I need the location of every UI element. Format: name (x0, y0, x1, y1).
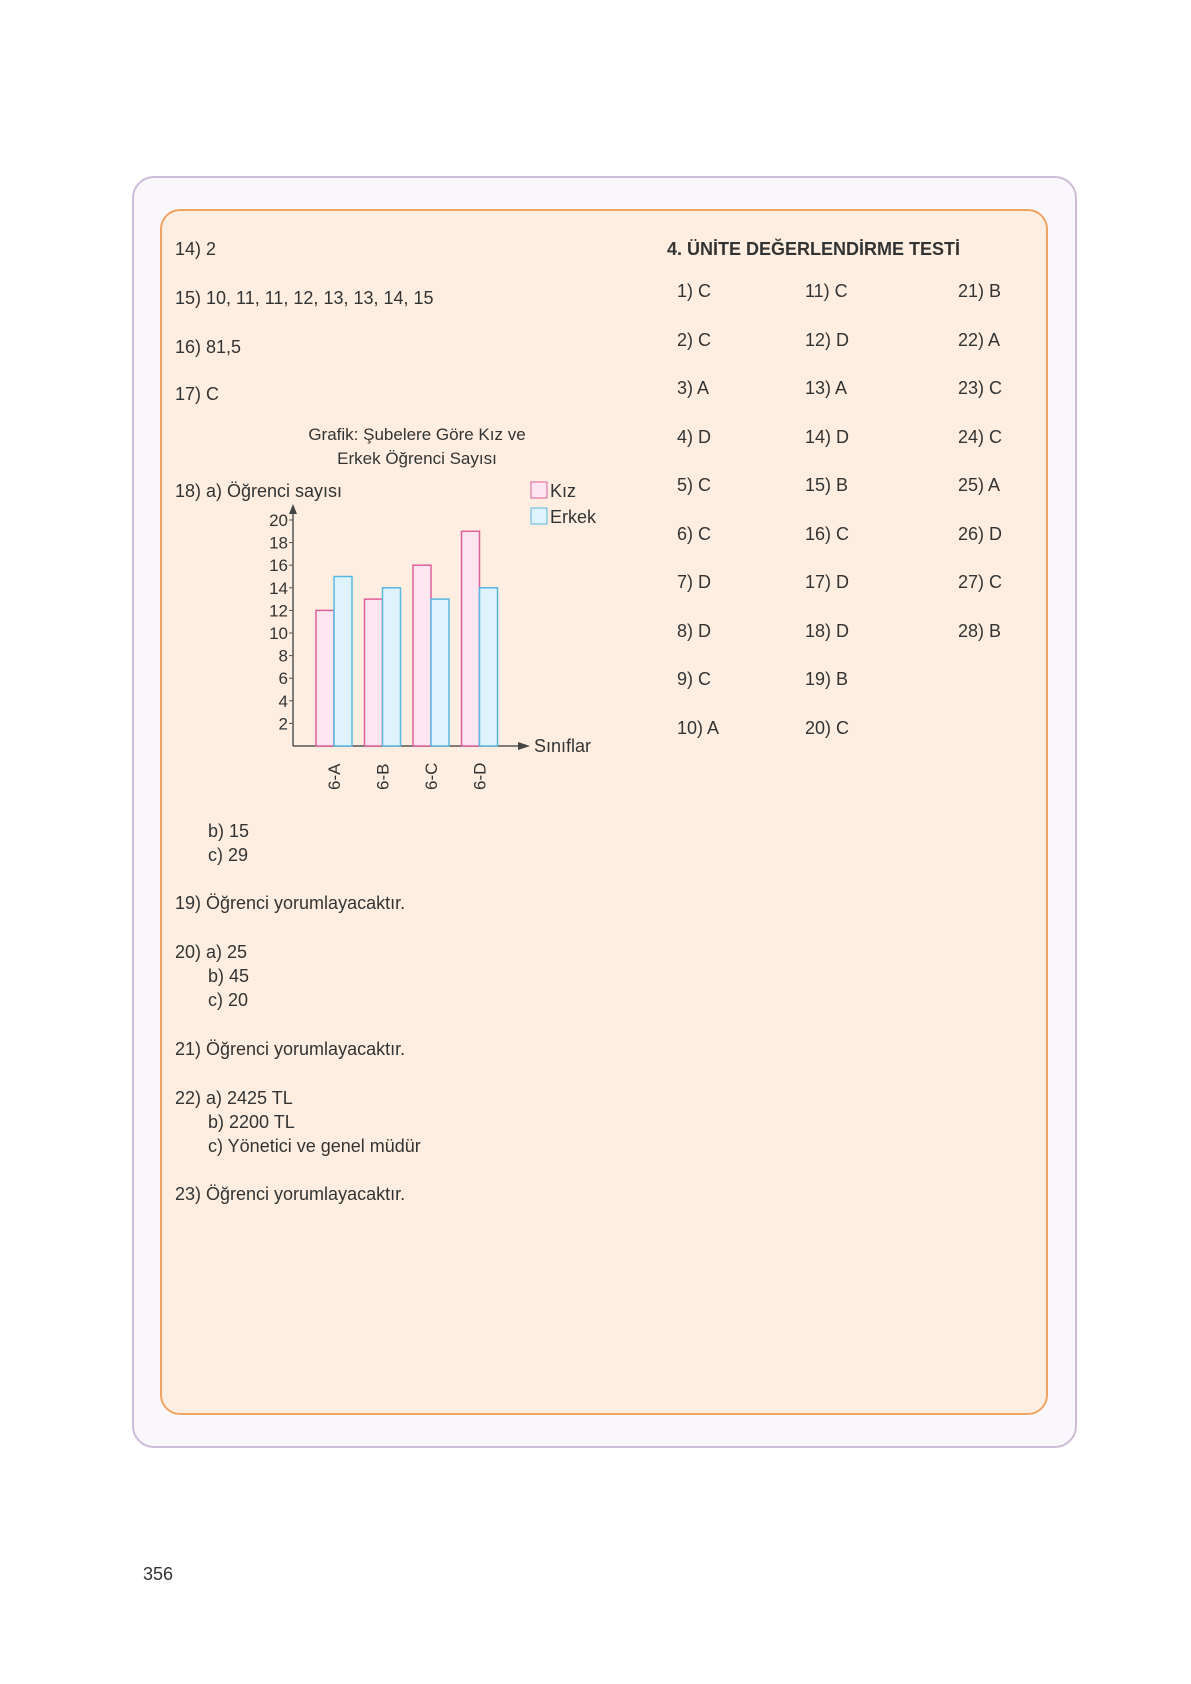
answer-key-item: 25) A (958, 475, 1001, 495)
answer-key-item: 9) C (677, 669, 712, 689)
answer-key-item: 14) D (805, 426, 850, 447)
bar-erkek-6-D (478, 587, 499, 747)
answer-20c: c) 20 (208, 990, 249, 1010)
answer-key-item: 6) C (677, 523, 712, 544)
answer-key-item: 2) C (677, 329, 712, 350)
answer-key-item: 20) C (805, 717, 850, 738)
answer-key-item: 23) C (958, 378, 1003, 398)
answer-key-item: 17) D (805, 572, 850, 592)
answer-14: 14) 2 (175, 239, 217, 259)
bar-erkek-6-A (333, 575, 353, 747)
answer-22b: b) 2200 TL (208, 1112, 295, 1132)
answer-18a: 18) a) Öğrenci sayısı (175, 481, 342, 501)
answer-22c: c) Yönetici ve genel müdür (208, 1136, 421, 1156)
x-tick-label: 6-C (422, 763, 441, 790)
x-tick-label: 6-B (374, 764, 393, 790)
answer-23: 23) Öğrenci yorumlayacaktır. (175, 1184, 406, 1204)
y-tick-label: 2 (279, 714, 288, 733)
x-axis-label: Sınıflar (534, 736, 591, 756)
chart-title-line1: Grafik: Şubelere Göre Kız ve (308, 425, 525, 444)
bar-chart: Grafik: Şubelere Göre Kız ve Erkek Öğren… (175, 425, 597, 790)
bar-erkek-6-B (381, 587, 402, 747)
answer-key-item: 1) C (677, 281, 712, 301)
bar-kız-6-D (460, 530, 481, 747)
answer-15: 15) 10, 11, 11, 12, 13, 13, 14, 15 (175, 288, 434, 308)
answer-key-item: 24) C (958, 426, 1003, 447)
chart-title-line2: Erkek Öğrenci Sayısı (337, 449, 497, 468)
answer-key-item: 11) C (805, 281, 848, 301)
answer-18b: b) 15 (208, 821, 250, 841)
legend-label-kiz: Kız (550, 481, 576, 501)
answer-key-item: 5) C (677, 475, 712, 495)
answer-key-item: 12) D (805, 329, 850, 350)
legend-label-erkek: Erkek (550, 507, 597, 527)
x-axis-arrow (518, 742, 530, 750)
y-tick-label: 20 (269, 511, 288, 530)
answer-key-item: 21) B (958, 281, 1002, 301)
y-tick-label: 8 (279, 647, 288, 666)
answer-key-item: 4) D (677, 426, 712, 447)
y-axis-arrow (289, 504, 297, 514)
y-tick-label: 6 (279, 669, 288, 688)
bar-kız-6-C (412, 564, 432, 747)
y-tick-label: 12 (269, 601, 288, 620)
y-tick-label: 4 (279, 692, 288, 711)
answer-22a: 22) a) 2425 TL (175, 1088, 293, 1108)
answer-20b: b) 45 (208, 966, 250, 986)
y-tick-label: 16 (269, 556, 288, 575)
answer-17: 17) C (175, 384, 220, 404)
answer-key-item: 10) A (677, 717, 720, 738)
answer-key-item: 19) B (805, 669, 849, 689)
answer-21: 21) Öğrenci yorumlayacaktır. (175, 1039, 406, 1059)
page-number: 356 (143, 1564, 174, 1584)
answer-16: 16) 81,5 (175, 337, 242, 357)
bar-kız-6-B (363, 598, 384, 747)
x-tick-label: 6-D (471, 763, 490, 790)
answer-key-item: 16) C (805, 523, 850, 544)
answer-key-item: 27) C (958, 572, 1003, 592)
answer-19: 19) Öğrenci yorumlayacaktır. (175, 893, 406, 913)
answer-key-item: 13) A (805, 378, 848, 398)
bar-erkek-6-C (430, 598, 450, 747)
legend-swatch-kiz (530, 481, 548, 499)
answer-key-item: 15) B (805, 475, 849, 495)
bar-kız-6-A (315, 609, 335, 747)
test-title: 4. ÜNİTE DEĞERLENDİRME TESTİ (667, 239, 961, 259)
answer-key-item: 7) D (677, 572, 712, 592)
y-tick-label: 14 (269, 579, 288, 598)
answer-key-item: 28) B (958, 620, 1002, 641)
legend-swatch-erkek (530, 507, 548, 525)
answer-key-item: 8) D (677, 620, 712, 641)
answer-key-item: 18) D (805, 620, 850, 641)
y-tick-label: 10 (269, 624, 288, 643)
y-tick-label: 18 (269, 534, 288, 553)
answer-key-item: 3) A (677, 378, 710, 398)
answer-key-item: 26) D (958, 523, 1003, 544)
answer-key-item: 22) A (958, 329, 1001, 350)
answer-panel (160, 209, 1048, 1415)
answer-20a: 20) a) 25 (175, 942, 248, 962)
answer-18c: c) 29 (208, 845, 249, 865)
x-tick-label: 6-A (325, 763, 344, 790)
